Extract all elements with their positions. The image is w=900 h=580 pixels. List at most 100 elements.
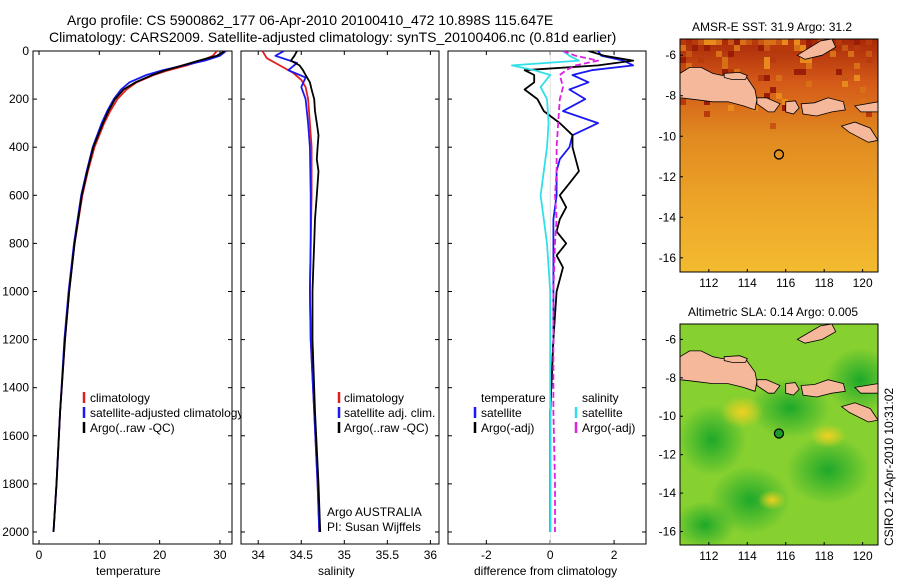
csiro-timestamp: CSIRO 12-Apr-2010 10:31:02 xyxy=(882,388,896,546)
sst-pixel xyxy=(836,69,842,75)
sst-pixel xyxy=(854,39,860,45)
series-line-satellite-adj-clim- xyxy=(274,51,321,533)
sst-pixel xyxy=(842,45,848,51)
depth-tick-label: 800 xyxy=(9,236,29,250)
depth-tick-label: 200 xyxy=(9,92,29,106)
land-polygon xyxy=(800,379,846,398)
depth-tick-label: 1200 xyxy=(2,333,29,347)
sst-pixel xyxy=(806,81,812,87)
sst-pixel xyxy=(788,39,794,45)
sst-pixel xyxy=(704,45,710,51)
sst-pixel xyxy=(866,111,872,117)
difference-x-ticks: -2 0 2 xyxy=(448,50,646,562)
sst-pixel xyxy=(692,39,698,45)
land-polygon xyxy=(796,324,837,344)
sst-pixel xyxy=(704,39,710,45)
sla-land xyxy=(680,324,878,423)
land-polygon xyxy=(756,379,781,394)
x-tick-label: 20 xyxy=(153,548,167,562)
sst-pixel xyxy=(842,75,848,81)
sst-pixel xyxy=(716,51,722,57)
sst-pixel xyxy=(758,75,764,81)
sla-profile-marker xyxy=(773,428,785,439)
sst-pixel xyxy=(680,39,686,45)
sst-pixel xyxy=(776,93,782,99)
x-tick-label: 2 xyxy=(611,548,618,562)
sst-pixel xyxy=(758,45,764,51)
sla-map-title: Altimetric SLA: 0.14 Argo: 0.005 xyxy=(688,305,858,319)
series-line-salinity-argo-adj- xyxy=(552,51,599,532)
depth-tick-label: 1600 xyxy=(2,429,29,443)
sst-pixel xyxy=(830,51,836,57)
sst-pixel xyxy=(770,45,776,51)
longitude-label: 116 xyxy=(776,549,795,563)
legend-temp-satellite: satellite xyxy=(481,406,522,420)
salinity-panel: 34 34.5 35 35.5 36 salinity climatology sate… xyxy=(240,50,440,578)
land-polygon xyxy=(796,39,837,60)
sla-blob xyxy=(680,501,735,545)
difference-x-label: difference from climatology xyxy=(474,564,617,578)
sst-pixel xyxy=(680,99,686,105)
longitude-label: 118 xyxy=(815,549,834,563)
longitude-label: 118 xyxy=(815,276,834,290)
credit-argo-australia: Argo AUSTRALIA xyxy=(327,505,422,519)
sst-land xyxy=(680,39,878,143)
temperature-legend: climatology satellite-adjusted climatolo… xyxy=(82,391,243,435)
legend-sal-satellite: satellite xyxy=(582,406,623,420)
sst-pixel xyxy=(686,63,692,69)
sst-pixel xyxy=(734,39,740,45)
sst-pixel xyxy=(800,69,806,75)
land-polygon xyxy=(785,100,800,115)
sst-pixel xyxy=(728,51,734,57)
longitude-label: 112 xyxy=(699,549,718,563)
sst-pixel xyxy=(734,45,740,51)
sst-pixel xyxy=(782,105,788,111)
sst-pixel xyxy=(764,93,770,99)
sst-pixel xyxy=(806,57,812,63)
latitude-label: -10 xyxy=(659,129,677,143)
sst-pixel xyxy=(854,63,860,69)
sst-pixel xyxy=(722,69,728,75)
sst-map-ticks: 112 114 116 118 120 -6 -8 -10 -12 -14 -16 xyxy=(659,48,873,290)
sla-blob xyxy=(826,348,878,412)
sst-pixel xyxy=(686,51,692,57)
legend-group-temperature: temperature xyxy=(481,391,546,405)
latitude-label: -12 xyxy=(659,448,677,462)
sst-pixel xyxy=(854,75,860,81)
longitude-label: 112 xyxy=(699,276,718,290)
series-line-temperature-satellite xyxy=(549,51,635,532)
sst-map-panel: AMSR-E SST: 31.9 Argo: 31.2 112 114 116 118… xyxy=(659,20,879,290)
sst-pixel xyxy=(764,75,770,81)
longitude-label: 120 xyxy=(853,276,873,290)
sst-pixel xyxy=(698,57,704,63)
sst-pixel xyxy=(782,99,788,105)
sst-pixel xyxy=(764,63,770,69)
series-line-temperature-argo-adj- xyxy=(523,51,635,532)
legend-climatology: climatology xyxy=(90,391,150,405)
difference-panel: -2 0 2 difference from climatology tempera… xyxy=(447,50,647,578)
sst-map-frame xyxy=(679,38,879,273)
salinity-x-ticks: 34 34.5 35 35.5 36 xyxy=(241,50,439,562)
temperature-series xyxy=(52,51,227,533)
longitude-label: 116 xyxy=(776,276,795,290)
temperature-panel: 0 10 20 30 0 200 400 600 800 1000 1200 1400 1600 180… xyxy=(2,44,243,578)
sst-pixel xyxy=(758,39,764,45)
legend-satellite-adj: satellite adj. clim. xyxy=(344,406,435,420)
depth-tick-label: 1800 xyxy=(2,477,29,491)
salinity-x-label: salinity xyxy=(318,564,355,578)
sst-pixel xyxy=(722,63,728,69)
land-polygon xyxy=(854,383,878,394)
latitude-label: -12 xyxy=(659,170,677,184)
legend-climatology: climatology xyxy=(344,391,404,405)
legend-group-salinity: salinity xyxy=(582,391,619,405)
x-tick-label: -2 xyxy=(481,548,492,562)
x-tick-label: 0 xyxy=(36,548,43,562)
sst-pixel xyxy=(752,39,758,45)
land-polygon xyxy=(840,402,878,423)
sst-pixel xyxy=(734,69,740,75)
latitude-label: -16 xyxy=(659,251,677,265)
sst-pixel xyxy=(728,39,734,45)
x-tick-label: 36 xyxy=(424,548,438,562)
x-tick-label: 10 xyxy=(93,548,107,562)
